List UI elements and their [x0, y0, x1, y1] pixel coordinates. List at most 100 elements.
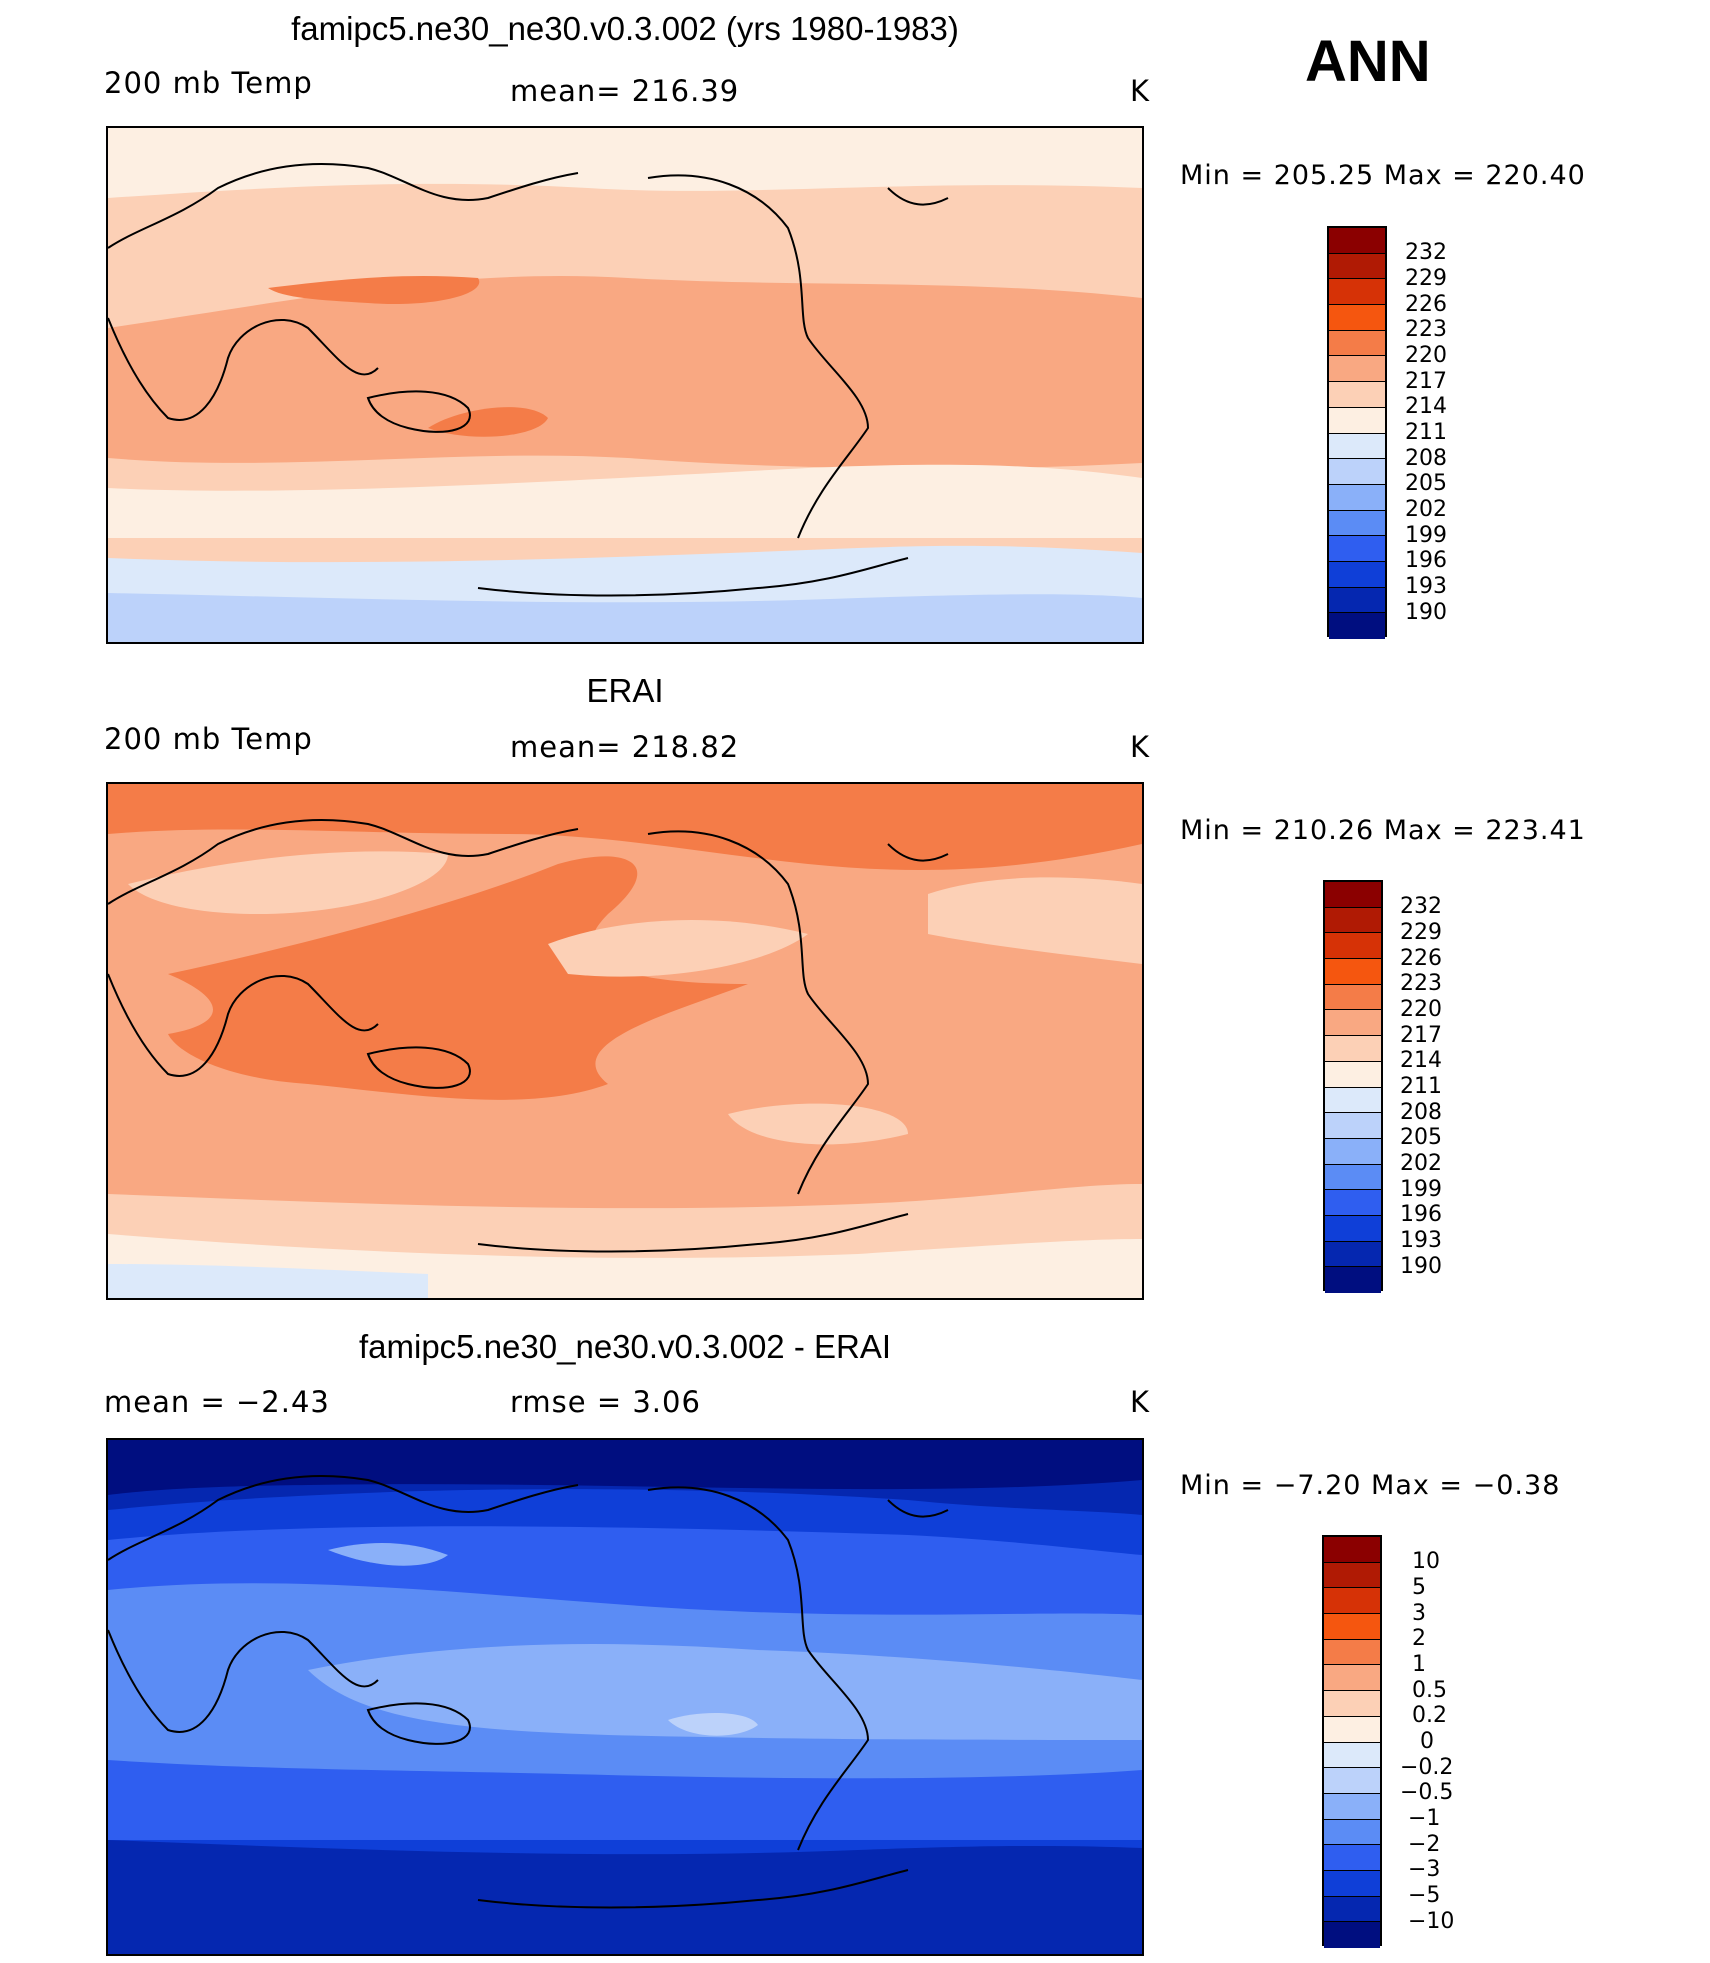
panel-3-tropics-light [308, 1644, 1142, 1740]
colorbar-tick-label: 1 [1412, 1652, 1426, 1677]
colorbar-swatch [1325, 1061, 1381, 1088]
colorbar-swatch [1324, 1537, 1380, 1563]
panel-1-title: famipc5.ne30_ne30.v0.3.002 (yrs 1980-198… [291, 10, 959, 47]
panel-2-pole-cool [108, 1264, 428, 1298]
colorbar-swatch [1324, 1665, 1380, 1692]
panel-1-colorbar [1327, 226, 1387, 639]
colorbar-swatch [1325, 882, 1381, 908]
panel-1-minmax: Min = 205.25 Max = 220.40 [1180, 160, 1586, 191]
colorbar-tick-label: 205 [1400, 1125, 1442, 1150]
colorbar-tick-label: 3 [1412, 1601, 1426, 1626]
colorbar-swatch [1324, 1793, 1380, 1820]
panel-3-rmse-label: rmse = 3.06 [510, 1385, 701, 1419]
colorbar-swatch [1324, 1716, 1380, 1743]
colorbar-tick-label: −5 [1408, 1883, 1441, 1908]
colorbar-tick-label: 205 [1405, 471, 1447, 496]
colorbar-swatch [1329, 587, 1385, 614]
colorbar-swatch [1329, 279, 1385, 306]
colorbar-swatch [1329, 407, 1385, 434]
colorbar-tick-label: 0.2 [1412, 1703, 1447, 1728]
colorbar-tick-label: 232 [1405, 240, 1447, 265]
colorbar-tick-label: 217 [1405, 369, 1447, 394]
panel-1-south-light [108, 464, 1142, 538]
panel-3-min-bias [668, 1713, 758, 1736]
colorbar-swatch [1325, 933, 1381, 960]
colorbar-swatch [1325, 1087, 1381, 1114]
panel-2-light-pacific [548, 920, 808, 977]
panel-1-variable-label: 200 mb Temp [104, 66, 313, 100]
colorbar-tick-label: 196 [1400, 1202, 1442, 1227]
panel-3-colorbar [1322, 1535, 1382, 1948]
colorbar-swatch [1324, 1562, 1380, 1589]
panel-1-warm-core-asia [268, 276, 480, 304]
colorbar-swatch [1329, 561, 1385, 588]
panel-3-south-dark [108, 1840, 1142, 1954]
panel-3-asia-light [328, 1543, 448, 1566]
colorbar-tick-label: 229 [1405, 266, 1447, 291]
colorbar-tick-label: 199 [1405, 523, 1447, 548]
colorbar-swatch [1329, 459, 1385, 485]
panel-3-coastlines [108, 1475, 949, 1909]
colorbar-tick-label: −10 [1408, 1909, 1455, 1934]
colorbar-tick-label: 193 [1400, 1228, 1442, 1253]
colorbar-swatch [1329, 510, 1385, 537]
panel-1-mean-label: mean= 216.39 [510, 74, 740, 108]
panel-2-title: ERAI [586, 672, 664, 709]
colorbar-swatch [1324, 1742, 1380, 1769]
panel-1-pole-cold [108, 593, 1142, 642]
panel-2-light-south [728, 1103, 908, 1145]
panel-2-unit-label: K [1130, 730, 1151, 764]
colorbar-tick-label: 217 [1400, 1023, 1442, 1048]
colorbar-tick-label: 214 [1400, 1048, 1442, 1073]
colorbar-tick-label: 190 [1405, 600, 1447, 625]
colorbar-swatch [1324, 1922, 1380, 1948]
colorbar-tick-label: 208 [1405, 446, 1447, 471]
colorbar-tick-label: 229 [1400, 920, 1442, 945]
colorbar-tick-label: 232 [1400, 894, 1442, 919]
panel-2-variable-label: 200 mb Temp [104, 722, 313, 756]
colorbar-swatch [1325, 1164, 1381, 1191]
panel-3-map [106, 1438, 1144, 1956]
colorbar-tick-label: 220 [1405, 343, 1447, 368]
colorbar-tick-label: 211 [1405, 420, 1447, 445]
colorbar-swatch [1325, 1138, 1381, 1165]
panel-2-map [106, 782, 1144, 1300]
panel-2-colorbar [1323, 880, 1383, 1293]
panel-2-mean-label: mean= 218.82 [510, 730, 740, 764]
colorbar-swatch [1325, 1036, 1381, 1062]
panel-2-arctic-warm [108, 784, 1142, 870]
panel-2-minmax: Min = 210.26 Max = 223.41 [1180, 815, 1586, 846]
colorbar-tick-label: 202 [1405, 497, 1447, 522]
colorbar-tick-label: 196 [1405, 548, 1447, 573]
colorbar-tick-label: 10 [1412, 1549, 1440, 1574]
colorbar-tick-label: 211 [1400, 1074, 1442, 1099]
colorbar-swatch [1325, 1215, 1381, 1242]
colorbar-tick-label: 0.5 [1412, 1678, 1447, 1703]
panel-1-map [106, 126, 1144, 644]
colorbar-tick-label: −1 [1408, 1806, 1441, 1831]
colorbar-tick-label: 202 [1400, 1151, 1442, 1176]
colorbar-swatch [1324, 1870, 1380, 1897]
colorbar-swatch [1324, 1768, 1380, 1794]
panel-3-title: famipc5.ne30_ne30.v0.3.002 - ERAI [358, 1328, 891, 1365]
colorbar-tick-label: 193 [1405, 574, 1447, 599]
panel-2-tropics-warm [168, 856, 748, 1100]
colorbar-swatch [1325, 907, 1381, 934]
colorbar-tick-label: 2 [1412, 1626, 1426, 1651]
panel-1-warm-band [108, 276, 1142, 469]
colorbar-swatch [1329, 356, 1385, 383]
colorbar-swatch [1325, 984, 1381, 1011]
colorbar-swatch [1329, 613, 1385, 639]
panel-1-coastlines [108, 163, 949, 597]
panel-3-mean-label: mean = −2.43 [104, 1385, 330, 1419]
colorbar-swatch [1324, 1896, 1380, 1923]
colorbar-swatch [1325, 1267, 1381, 1293]
colorbar-swatch [1329, 330, 1385, 357]
colorbar-tick-label: −0.5 [1400, 1780, 1454, 1805]
panel-3-unit-label: K [1130, 1385, 1151, 1419]
panel-1-unit-label: K [1130, 74, 1151, 108]
panel-3-arctic-dark [108, 1440, 1142, 1495]
colorbar-swatch [1329, 305, 1385, 331]
colorbar-swatch [1324, 1614, 1380, 1640]
colorbar-tick-label: 199 [1400, 1177, 1442, 1202]
